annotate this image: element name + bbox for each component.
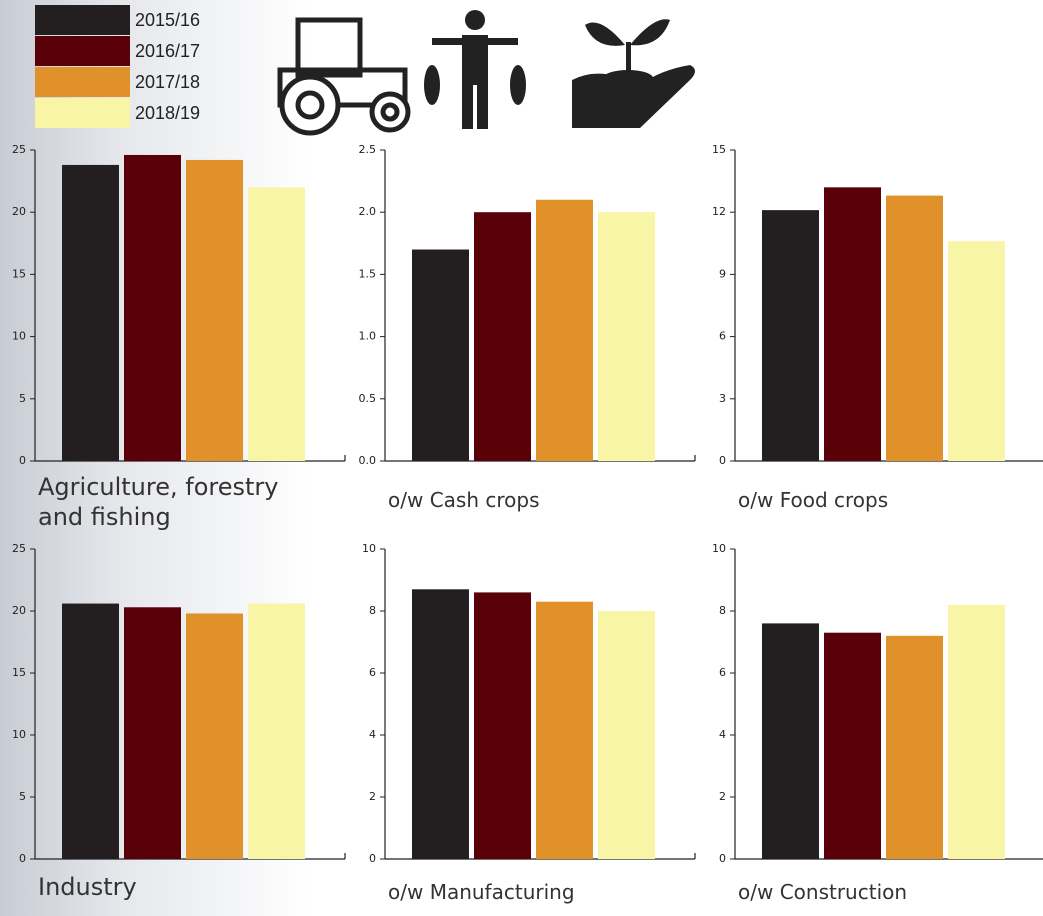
tractor-icon [277, 17, 411, 136]
y-tick-label: 0.5 [359, 392, 377, 405]
bar [536, 601, 593, 859]
y-tick-label: 9 [719, 267, 726, 280]
y-tick-label: 5 [19, 392, 26, 405]
y-tick-label: 6 [719, 330, 726, 343]
bar [124, 154, 181, 461]
y-tick-label: 10 [12, 330, 26, 343]
y-tick-label: 0.0 [359, 454, 377, 467]
y-tick-label: 8 [719, 604, 726, 617]
legend-swatch [35, 36, 130, 66]
bar [474, 592, 531, 859]
y-tick-label: 0 [719, 852, 726, 865]
y-tick-label: 10 [12, 728, 26, 741]
y-tick-label: 1.5 [359, 267, 377, 280]
y-tick-label: 10 [712, 542, 726, 555]
bar [412, 589, 469, 859]
bar [248, 187, 305, 461]
y-tick-label: 8 [369, 604, 376, 617]
y-tick-label: 2.0 [359, 205, 377, 218]
bar [124, 607, 181, 859]
y-tick-label: 20 [12, 205, 26, 218]
legend-label: 2016/17 [135, 41, 200, 61]
panel-title: o/w Manufacturing [388, 880, 575, 904]
bar [62, 603, 119, 859]
y-tick-label: 0 [719, 454, 726, 467]
y-tick-label: 10 [362, 542, 376, 555]
bar [62, 164, 119, 462]
bar [886, 195, 943, 461]
y-tick-label: 6 [369, 666, 376, 679]
y-tick-label: 15 [12, 267, 26, 280]
legend-label: 2017/18 [135, 72, 200, 92]
y-tick-label: 0 [19, 852, 26, 865]
bar [762, 623, 819, 859]
bar [412, 249, 469, 461]
y-tick-label: 2 [369, 790, 376, 803]
y-tick-label: 5 [19, 790, 26, 803]
bar [948, 241, 1005, 461]
bar [598, 212, 655, 461]
bar [948, 604, 1005, 859]
legend-label: 2018/19 [135, 103, 200, 123]
fisherman-icon [424, 10, 526, 129]
y-tick-label: 2.5 [359, 143, 377, 156]
panel-title: o/w Construction [738, 880, 908, 904]
bar [186, 159, 243, 461]
bar [248, 603, 305, 859]
legend-swatch [35, 5, 130, 35]
y-tick-label: 4 [369, 728, 376, 741]
panel-title: Industry [38, 873, 137, 901]
legend-swatch [35, 98, 130, 128]
y-tick-label: 25 [12, 542, 26, 555]
legend-swatch [35, 67, 130, 97]
bar [536, 199, 593, 461]
y-tick-label: 4 [719, 728, 726, 741]
panel-title: Agriculture, forestry and fishing [38, 473, 279, 531]
bar [886, 635, 943, 859]
bar [824, 632, 881, 859]
y-tick-label: 2 [719, 790, 726, 803]
y-tick-label: 0 [369, 852, 376, 865]
bar [762, 210, 819, 461]
bar [598, 611, 655, 859]
plant-hand-icon [572, 19, 695, 128]
y-tick-label: 6 [719, 666, 726, 679]
bar [824, 187, 881, 461]
y-tick-label: 15 [712, 143, 726, 156]
y-tick-label: 0 [19, 454, 26, 467]
bar [186, 613, 243, 859]
y-tick-label: 15 [12, 666, 26, 679]
y-tick-label: 1.0 [359, 330, 377, 343]
bar [474, 212, 531, 461]
y-tick-label: 3 [719, 392, 726, 405]
y-tick-label: 20 [12, 604, 26, 617]
panel-title: o/w Food crops [738, 488, 889, 512]
y-tick-label: 25 [12, 143, 26, 156]
y-tick-label: 12 [712, 205, 726, 218]
panel-title: o/w Cash crops [388, 488, 540, 512]
legend-label: 2015/16 [135, 10, 200, 30]
